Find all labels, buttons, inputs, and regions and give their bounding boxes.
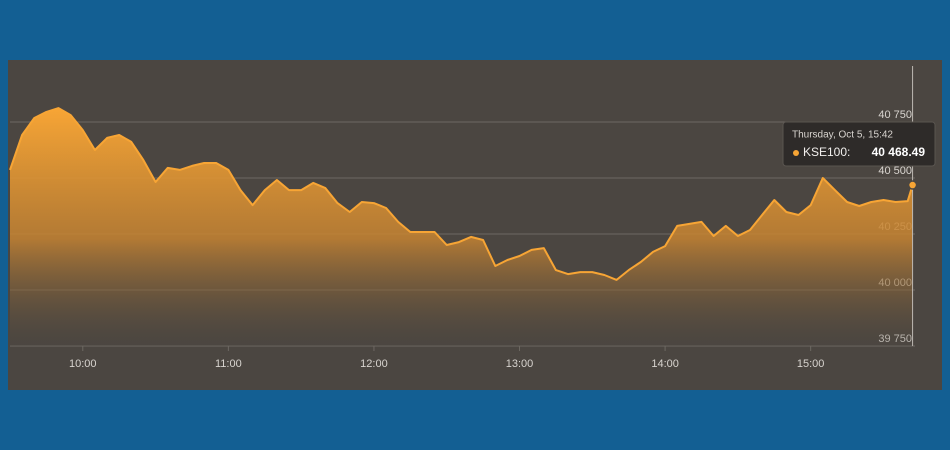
x-tick-label: 12:00 (360, 358, 388, 370)
hover-point (907, 180, 918, 190)
tooltip-dot (793, 150, 799, 156)
tooltip-value: 40 468.49 (872, 145, 926, 159)
y-tick-label: 40 750 (878, 109, 912, 121)
tooltip: Thursday, Oct 5, 15:42 KSE100: 40 468.49 (782, 121, 936, 167)
x-tick-label: 14:00 (651, 358, 679, 370)
x-tick-label: 11:00 (215, 358, 242, 370)
x-tick-label: 10:00 (69, 358, 97, 370)
area-fill (10, 108, 913, 346)
tooltip-box (782, 121, 936, 167)
y-tick-label: 40 500 (878, 165, 912, 177)
tooltip-header: Thursday, Oct 5, 15:42 (792, 130, 893, 141)
x-tick-label: 13:00 (506, 358, 534, 370)
tooltip-series: KSE100: (803, 145, 850, 159)
series-line (9, 107, 914, 281)
x-tick-label: 15:00 (797, 358, 825, 370)
